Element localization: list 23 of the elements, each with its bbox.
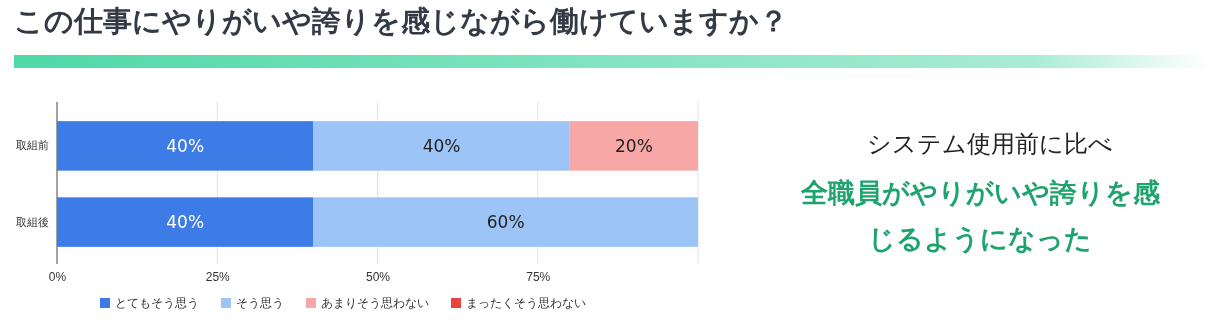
bar bbox=[569, 121, 698, 171]
data-label: 20% bbox=[615, 135, 653, 156]
y-tick-label: 取組後 bbox=[16, 215, 49, 228]
legend-label: まったくそう思わない bbox=[466, 296, 586, 311]
data-label: 40% bbox=[166, 212, 205, 233]
x-tick-label: 0% bbox=[48, 269, 67, 284]
x-tick-label: 25% bbox=[205, 269, 231, 284]
text: システム使用前に比べ bbox=[866, 129, 1114, 160]
x-tick-label: 75% bbox=[526, 269, 551, 284]
data-label: 60% bbox=[486, 212, 525, 233]
bar bbox=[313, 121, 570, 171]
bar bbox=[313, 197, 698, 247]
x-tick-label: 50% bbox=[365, 269, 391, 284]
data-label: 40% bbox=[422, 135, 461, 156]
data-label: 40% bbox=[166, 135, 205, 156]
legend-label: あまりそう思わない bbox=[321, 296, 429, 311]
bar bbox=[57, 197, 314, 247]
chart-title: この仕事にやりがいや誇りを感じながら働けていますか？ bbox=[14, 3, 788, 40]
y-tick-label: 取組前 bbox=[16, 139, 49, 152]
legend-label: とてもそう思う bbox=[115, 296, 199, 311]
text: 全職員がやりがいや誇りを感じるようになった bbox=[800, 176, 1160, 256]
legend-label: そう思う bbox=[236, 296, 284, 311]
bar bbox=[57, 121, 314, 171]
